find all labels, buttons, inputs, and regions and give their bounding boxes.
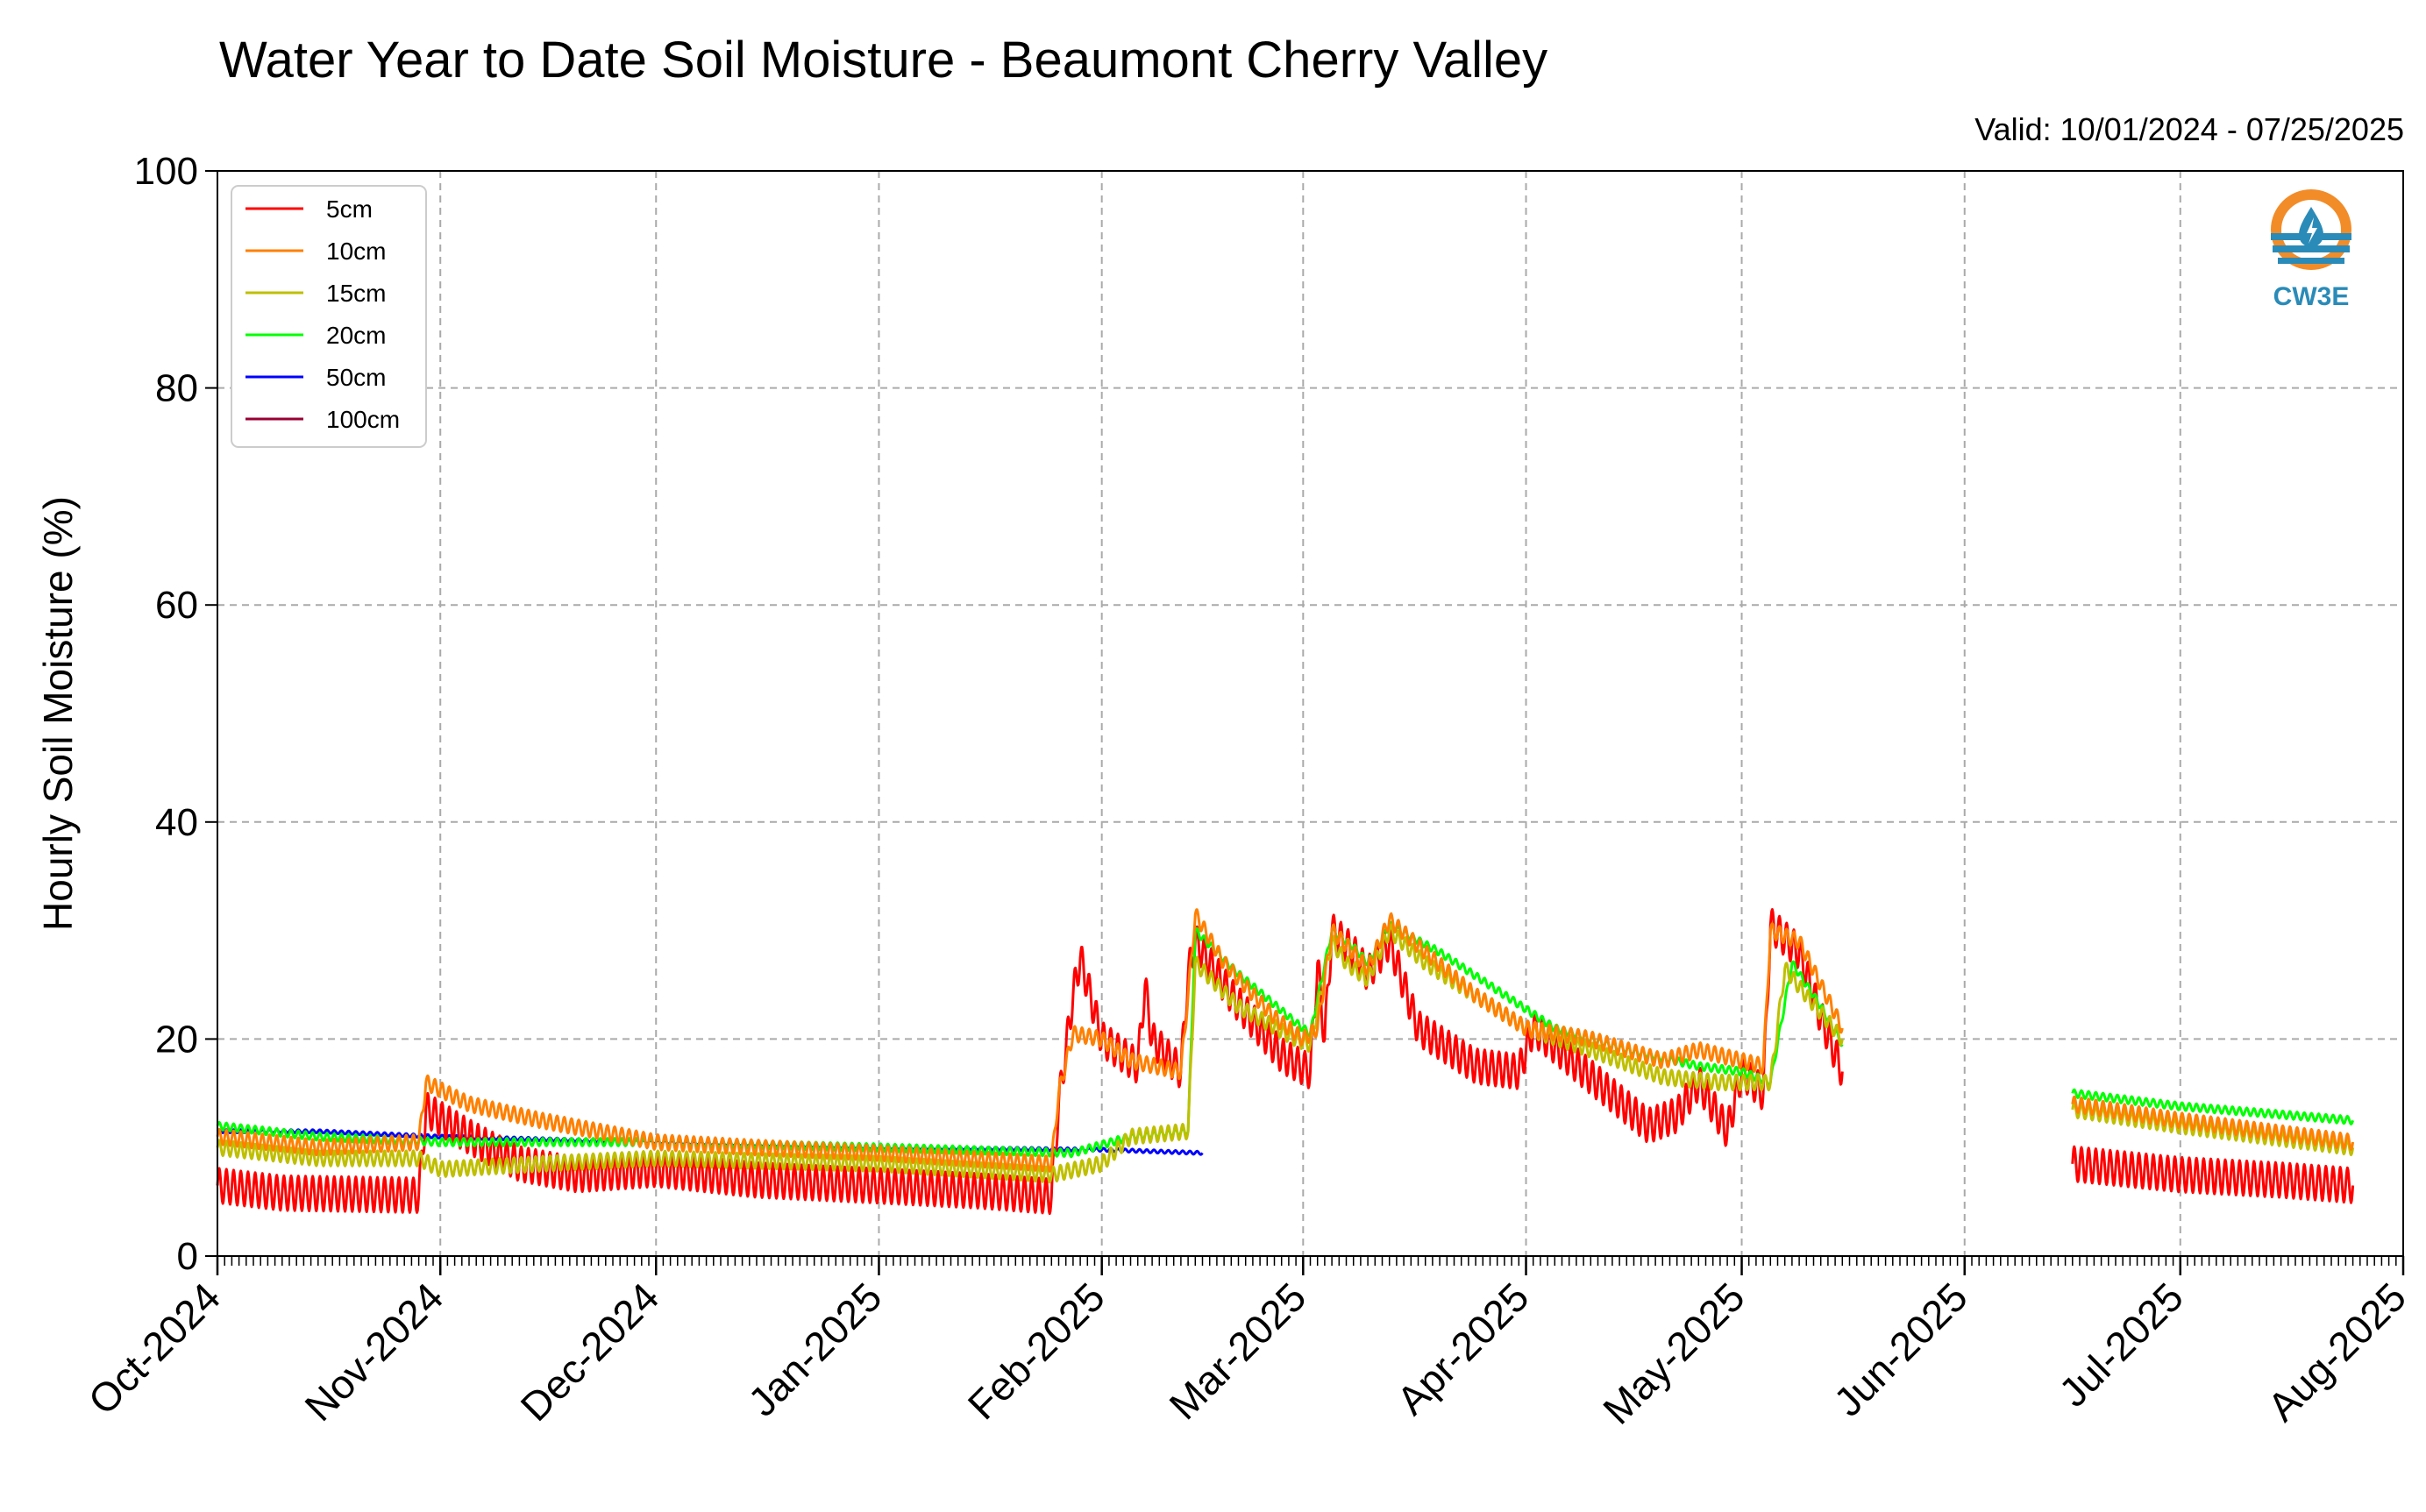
logo-bolt xyxy=(2307,217,2317,244)
chart-subtitle: Valid: 10/01/2024 - 07/25/2025 xyxy=(1974,111,2404,147)
x-tick-label: Dec-2024 xyxy=(512,1274,668,1430)
x-tick-label: May-2025 xyxy=(1594,1274,1753,1432)
plot-lines xyxy=(216,908,2355,1216)
legend-label-5cm: 5cm xyxy=(326,195,373,223)
y-tick-label: 40 xyxy=(155,801,198,844)
legend-label-100cm: 100cm xyxy=(326,406,400,433)
y-tick-label: 80 xyxy=(155,367,198,410)
plot-frame xyxy=(217,170,2404,1257)
x-minor-tick-marks xyxy=(217,1256,2404,1266)
logo-wave-2 xyxy=(2273,245,2350,252)
x-tick-label: Feb-2025 xyxy=(959,1274,1113,1428)
legend-label-15cm: 15cm xyxy=(326,280,386,307)
x-tick-label: Jan-2025 xyxy=(739,1274,890,1424)
y-axis: 0 20 40 60 80 100 xyxy=(134,150,217,1278)
x-axis: Oct-2024 Nov-2024 Dec-2024 Jan-2025 Feb-2025… xyxy=(80,1256,2415,1433)
legend-label-20cm: 20cm xyxy=(326,322,386,349)
legend-label-10cm: 10cm xyxy=(326,238,386,265)
series-line-10cm xyxy=(216,908,2355,1173)
x-tick-label: Jun-2025 xyxy=(1825,1274,1975,1424)
x-tick-label: Aug-2025 xyxy=(2259,1274,2415,1430)
y-tick-label: 0 xyxy=(177,1235,198,1278)
x-tick-label: Jul-2025 xyxy=(2050,1274,2192,1416)
x-tick-label: Mar-2025 xyxy=(1160,1274,1314,1428)
chart-title: Water Year to Date Soil Moisture - Beaum… xyxy=(219,32,1547,89)
y-axis-label: Hourly Soil Moisture (%) xyxy=(35,496,81,931)
y-tick-label: 20 xyxy=(155,1018,198,1061)
logo-wave-3 xyxy=(2278,258,2344,264)
y-tick-label: 60 xyxy=(155,584,198,627)
x-tick-label: Apr-2025 xyxy=(1388,1274,1538,1423)
legend-label-50cm: 50cm xyxy=(326,364,386,391)
series-line-5cm xyxy=(216,908,2355,1216)
x-minor-ticks xyxy=(217,1256,2404,1266)
grid xyxy=(217,171,2403,1256)
x-tick-label: Oct-2024 xyxy=(80,1274,230,1423)
legend: 5cm 10cm 15cm 20cm 50cm 100cm xyxy=(231,185,427,448)
logo-text: CW3E xyxy=(2273,282,2350,311)
x-tick-label: Nov-2024 xyxy=(295,1274,452,1430)
cw3e-logo: CW3E xyxy=(2271,189,2351,311)
y-tick-label: 100 xyxy=(134,150,198,193)
